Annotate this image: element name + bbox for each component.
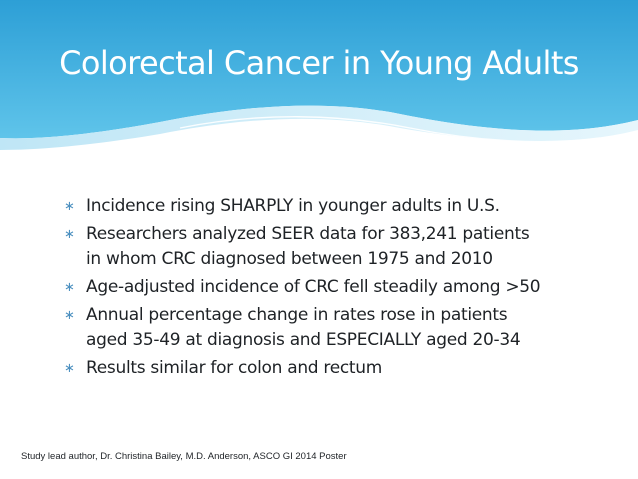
bullet-item: ∗ Researchers analyzed SEER data for 383,… <box>64 222 624 272</box>
bullet-text-line: Annual percentage change in rates rose i… <box>86 305 508 325</box>
bullet-item: ∗ Annual percentage change in rates rose … <box>64 303 624 353</box>
header-wave-graphic <box>0 0 638 150</box>
bullet-marker-icon: ∗ <box>64 227 75 242</box>
bullet-text-line: aged 35-49 at diagnosis and ESPECIALLY a… <box>86 330 521 350</box>
bullet-marker-icon: ∗ <box>64 280 75 295</box>
bullet-marker-icon: ∗ <box>64 199 75 214</box>
bullet-item: ∗ Incidence rising SHARPLY in younger adu… <box>64 194 624 219</box>
wave-accent <box>179 116 601 143</box>
bullet-item: ∗ Age-adjusted incidence of CRC fell stea… <box>64 275 624 300</box>
bullet-marker-icon: ∗ <box>64 308 75 323</box>
bullet-text-line: Researchers analyzed SEER data for 383,2… <box>86 224 530 244</box>
bullet-item: ∗ Results similar for colon and rectum <box>64 356 624 381</box>
slide-title: Colorectal Cancer in Young Adults <box>59 44 579 82</box>
footnote: Study lead author, Dr. Christina Bailey,… <box>21 451 347 462</box>
bullet-text-line: Age-adjusted incidence of CRC fell stead… <box>86 277 541 297</box>
bullet-text-line: in whom CRC diagnosed between 1975 and 2… <box>86 249 493 269</box>
bullet-marker-icon: ∗ <box>64 361 75 376</box>
header-band <box>0 0 638 139</box>
wave-highlight <box>0 105 638 150</box>
bullet-text-line: Incidence rising SHARPLY in younger adul… <box>86 196 500 216</box>
bullet-list: ∗ Incidence rising SHARPLY in younger adu… <box>64 194 624 381</box>
bullet-text-line: Results similar for colon and rectum <box>86 358 383 378</box>
